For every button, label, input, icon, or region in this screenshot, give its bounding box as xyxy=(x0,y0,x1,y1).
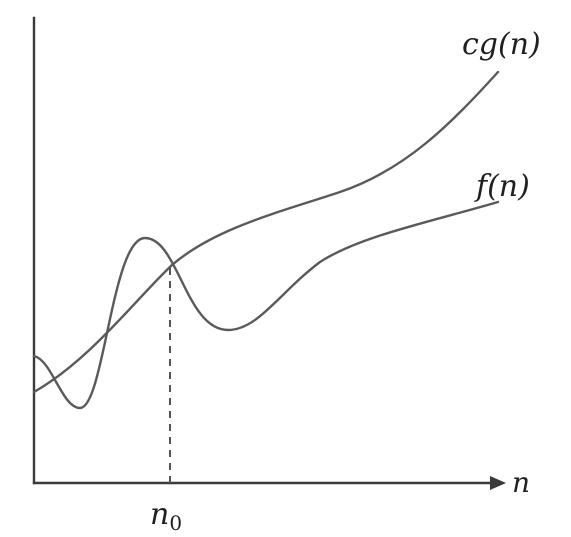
n0-label: n0 xyxy=(150,497,182,535)
cg-curve xyxy=(32,70,500,394)
n0-label-subscript: 0 xyxy=(169,511,182,535)
f-curve-label: f(n) xyxy=(474,169,530,204)
n0-label-main: n xyxy=(150,497,169,532)
f-curve xyxy=(32,200,500,410)
x-axis-arrowhead xyxy=(490,476,506,490)
x-axis-label: n xyxy=(512,466,530,499)
cg-curve-label: cg(n) xyxy=(462,27,541,62)
